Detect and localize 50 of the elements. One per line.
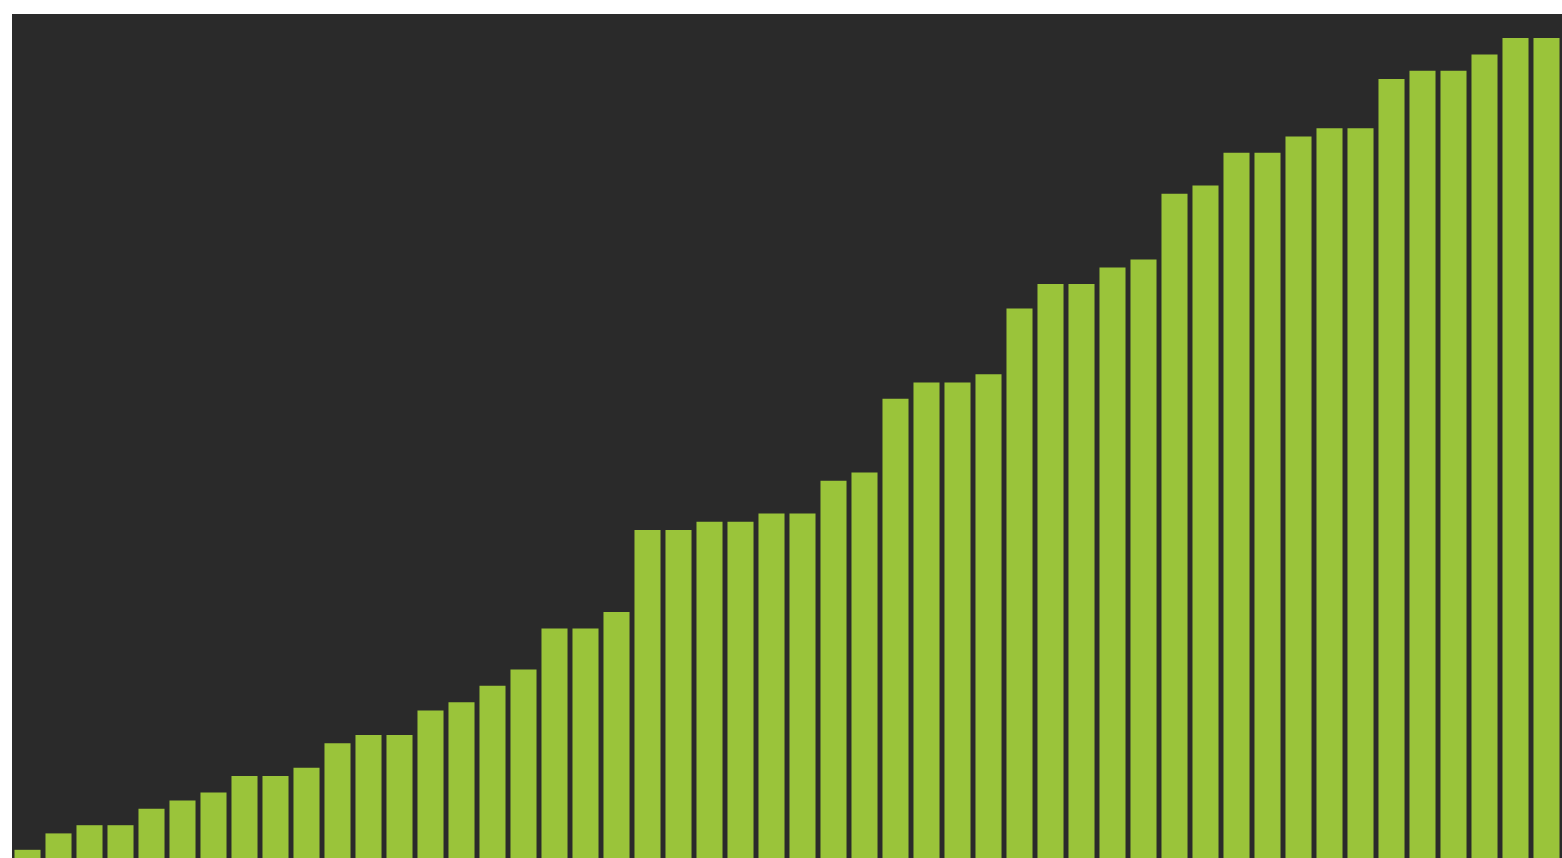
bar <box>1068 284 1095 858</box>
bar <box>76 825 103 858</box>
bar <box>386 735 413 858</box>
bar <box>510 669 537 858</box>
bar <box>882 398 909 858</box>
bar <box>1409 70 1436 858</box>
bar <box>634 530 661 858</box>
bar <box>975 374 1002 858</box>
bar <box>944 382 971 858</box>
bar <box>293 767 320 858</box>
bar <box>1285 136 1312 858</box>
bar <box>1099 267 1126 858</box>
bar <box>789 513 816 858</box>
bar <box>138 808 165 858</box>
bar <box>417 710 444 858</box>
bar <box>1533 38 1560 858</box>
bar <box>572 628 599 858</box>
bar <box>1130 259 1157 858</box>
bar <box>200 792 227 858</box>
bar <box>541 628 568 858</box>
bar <box>1161 193 1188 858</box>
bar <box>479 685 506 858</box>
bar <box>262 776 289 858</box>
bar <box>107 825 134 858</box>
bar <box>1471 54 1498 858</box>
bar <box>448 702 475 858</box>
bar <box>1037 284 1064 858</box>
bar <box>913 382 940 858</box>
bar <box>1223 152 1250 858</box>
bar <box>603 612 630 858</box>
bar <box>1440 70 1467 858</box>
bar <box>1378 79 1405 858</box>
bar <box>1192 185 1219 858</box>
bar <box>14 849 41 858</box>
bar <box>758 513 785 858</box>
bar <box>231 776 258 858</box>
bar <box>665 530 692 858</box>
bar <box>1254 152 1281 858</box>
bar <box>1006 308 1033 858</box>
bar <box>45 833 72 858</box>
bar <box>1316 128 1343 858</box>
bar <box>727 521 754 858</box>
bar <box>820 480 847 858</box>
bar <box>1502 38 1529 858</box>
bar <box>1347 128 1374 858</box>
bar <box>696 521 723 858</box>
bar <box>355 735 382 858</box>
bar <box>324 743 351 858</box>
bar <box>169 800 196 858</box>
bar <box>851 472 878 858</box>
